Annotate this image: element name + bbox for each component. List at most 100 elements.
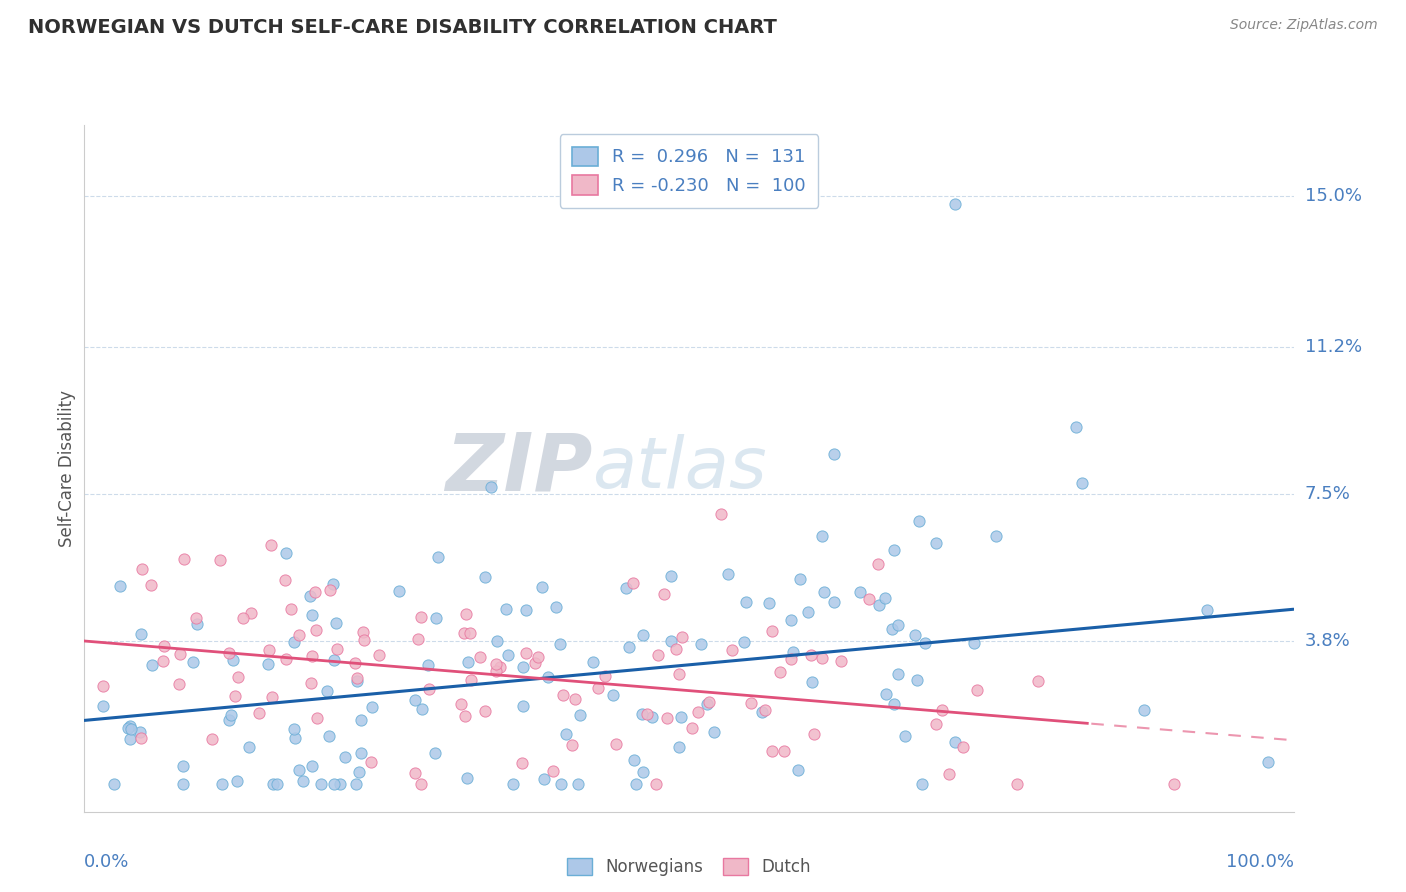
- Point: [873, 591, 896, 605]
- Point: [1028, 674, 1050, 689]
- Point: [963, 636, 986, 650]
- Point: [458, 625, 481, 640]
- Point: [586, 681, 609, 695]
- Point: [152, 654, 174, 668]
- Point: [636, 706, 658, 721]
- Point: [304, 624, 326, 638]
- Point: [388, 584, 411, 599]
- Point: [883, 697, 905, 711]
- Point: [322, 777, 344, 791]
- Point: [561, 738, 583, 752]
- Point: [186, 611, 208, 625]
- Point: [120, 718, 142, 732]
- Point: [761, 744, 783, 758]
- Point: [349, 713, 371, 727]
- Point: [782, 645, 804, 659]
- Point: [283, 635, 305, 649]
- Point: [938, 767, 960, 781]
- Point: [800, 648, 823, 662]
- Point: [567, 777, 589, 791]
- Point: [489, 660, 512, 674]
- Point: [361, 700, 384, 714]
- Point: [280, 602, 302, 616]
- Point: [288, 628, 311, 642]
- Point: [218, 714, 240, 728]
- Point: [276, 652, 298, 666]
- Point: [117, 721, 139, 735]
- Point: [925, 717, 948, 731]
- Point: [966, 682, 988, 697]
- Point: [659, 569, 682, 583]
- Point: [454, 607, 477, 621]
- Point: [1005, 777, 1028, 791]
- Point: [474, 704, 496, 718]
- Point: [120, 722, 142, 736]
- Point: [668, 740, 690, 755]
- Point: [623, 753, 645, 767]
- Point: [523, 656, 546, 670]
- Point: [456, 771, 478, 785]
- Point: [515, 603, 537, 617]
- Point: [550, 777, 572, 791]
- Point: [751, 705, 773, 719]
- Point: [512, 660, 534, 674]
- Point: [697, 695, 720, 709]
- Point: [172, 758, 194, 772]
- Point: [647, 648, 669, 663]
- Point: [904, 627, 927, 641]
- Point: [404, 765, 426, 780]
- Point: [665, 642, 688, 657]
- Point: [450, 698, 472, 712]
- Point: [262, 690, 284, 704]
- Point: [543, 764, 565, 778]
- Point: [866, 557, 889, 571]
- Point: [298, 590, 321, 604]
- Point: [761, 624, 783, 639]
- Point: [925, 536, 948, 550]
- Point: [914, 635, 936, 649]
- Point: [322, 576, 344, 591]
- Point: [474, 570, 496, 584]
- Point: [952, 739, 974, 754]
- Text: atlas: atlas: [592, 434, 766, 503]
- Point: [257, 657, 280, 671]
- Text: ZIP: ZIP: [444, 429, 592, 508]
- Point: [153, 639, 176, 653]
- Point: [849, 584, 872, 599]
- Point: [655, 711, 678, 725]
- Point: [905, 673, 928, 687]
- Point: [485, 657, 508, 672]
- Point: [527, 650, 550, 665]
- Point: [893, 729, 915, 743]
- Point: [813, 585, 835, 599]
- Point: [232, 610, 254, 624]
- Point: [404, 693, 426, 707]
- Point: [120, 732, 142, 747]
- Point: [485, 664, 508, 678]
- Point: [773, 744, 796, 758]
- Point: [531, 580, 554, 594]
- Point: [284, 731, 307, 746]
- Point: [485, 634, 508, 648]
- Point: [304, 584, 326, 599]
- Point: [352, 624, 374, 639]
- Point: [887, 618, 910, 632]
- Point: [671, 710, 693, 724]
- Point: [224, 689, 246, 703]
- Point: [823, 595, 845, 609]
- Point: [326, 641, 349, 656]
- Point: [211, 777, 233, 791]
- Point: [260, 538, 283, 552]
- Point: [315, 684, 337, 698]
- Point: [288, 763, 311, 777]
- Point: [626, 777, 648, 791]
- Point: [209, 553, 232, 567]
- Text: 0.0%: 0.0%: [84, 853, 129, 871]
- Point: [830, 654, 852, 668]
- Point: [496, 648, 519, 663]
- Point: [800, 674, 823, 689]
- Point: [823, 447, 845, 461]
- Point: [283, 723, 305, 737]
- Point: [769, 665, 792, 680]
- Point: [1257, 755, 1279, 769]
